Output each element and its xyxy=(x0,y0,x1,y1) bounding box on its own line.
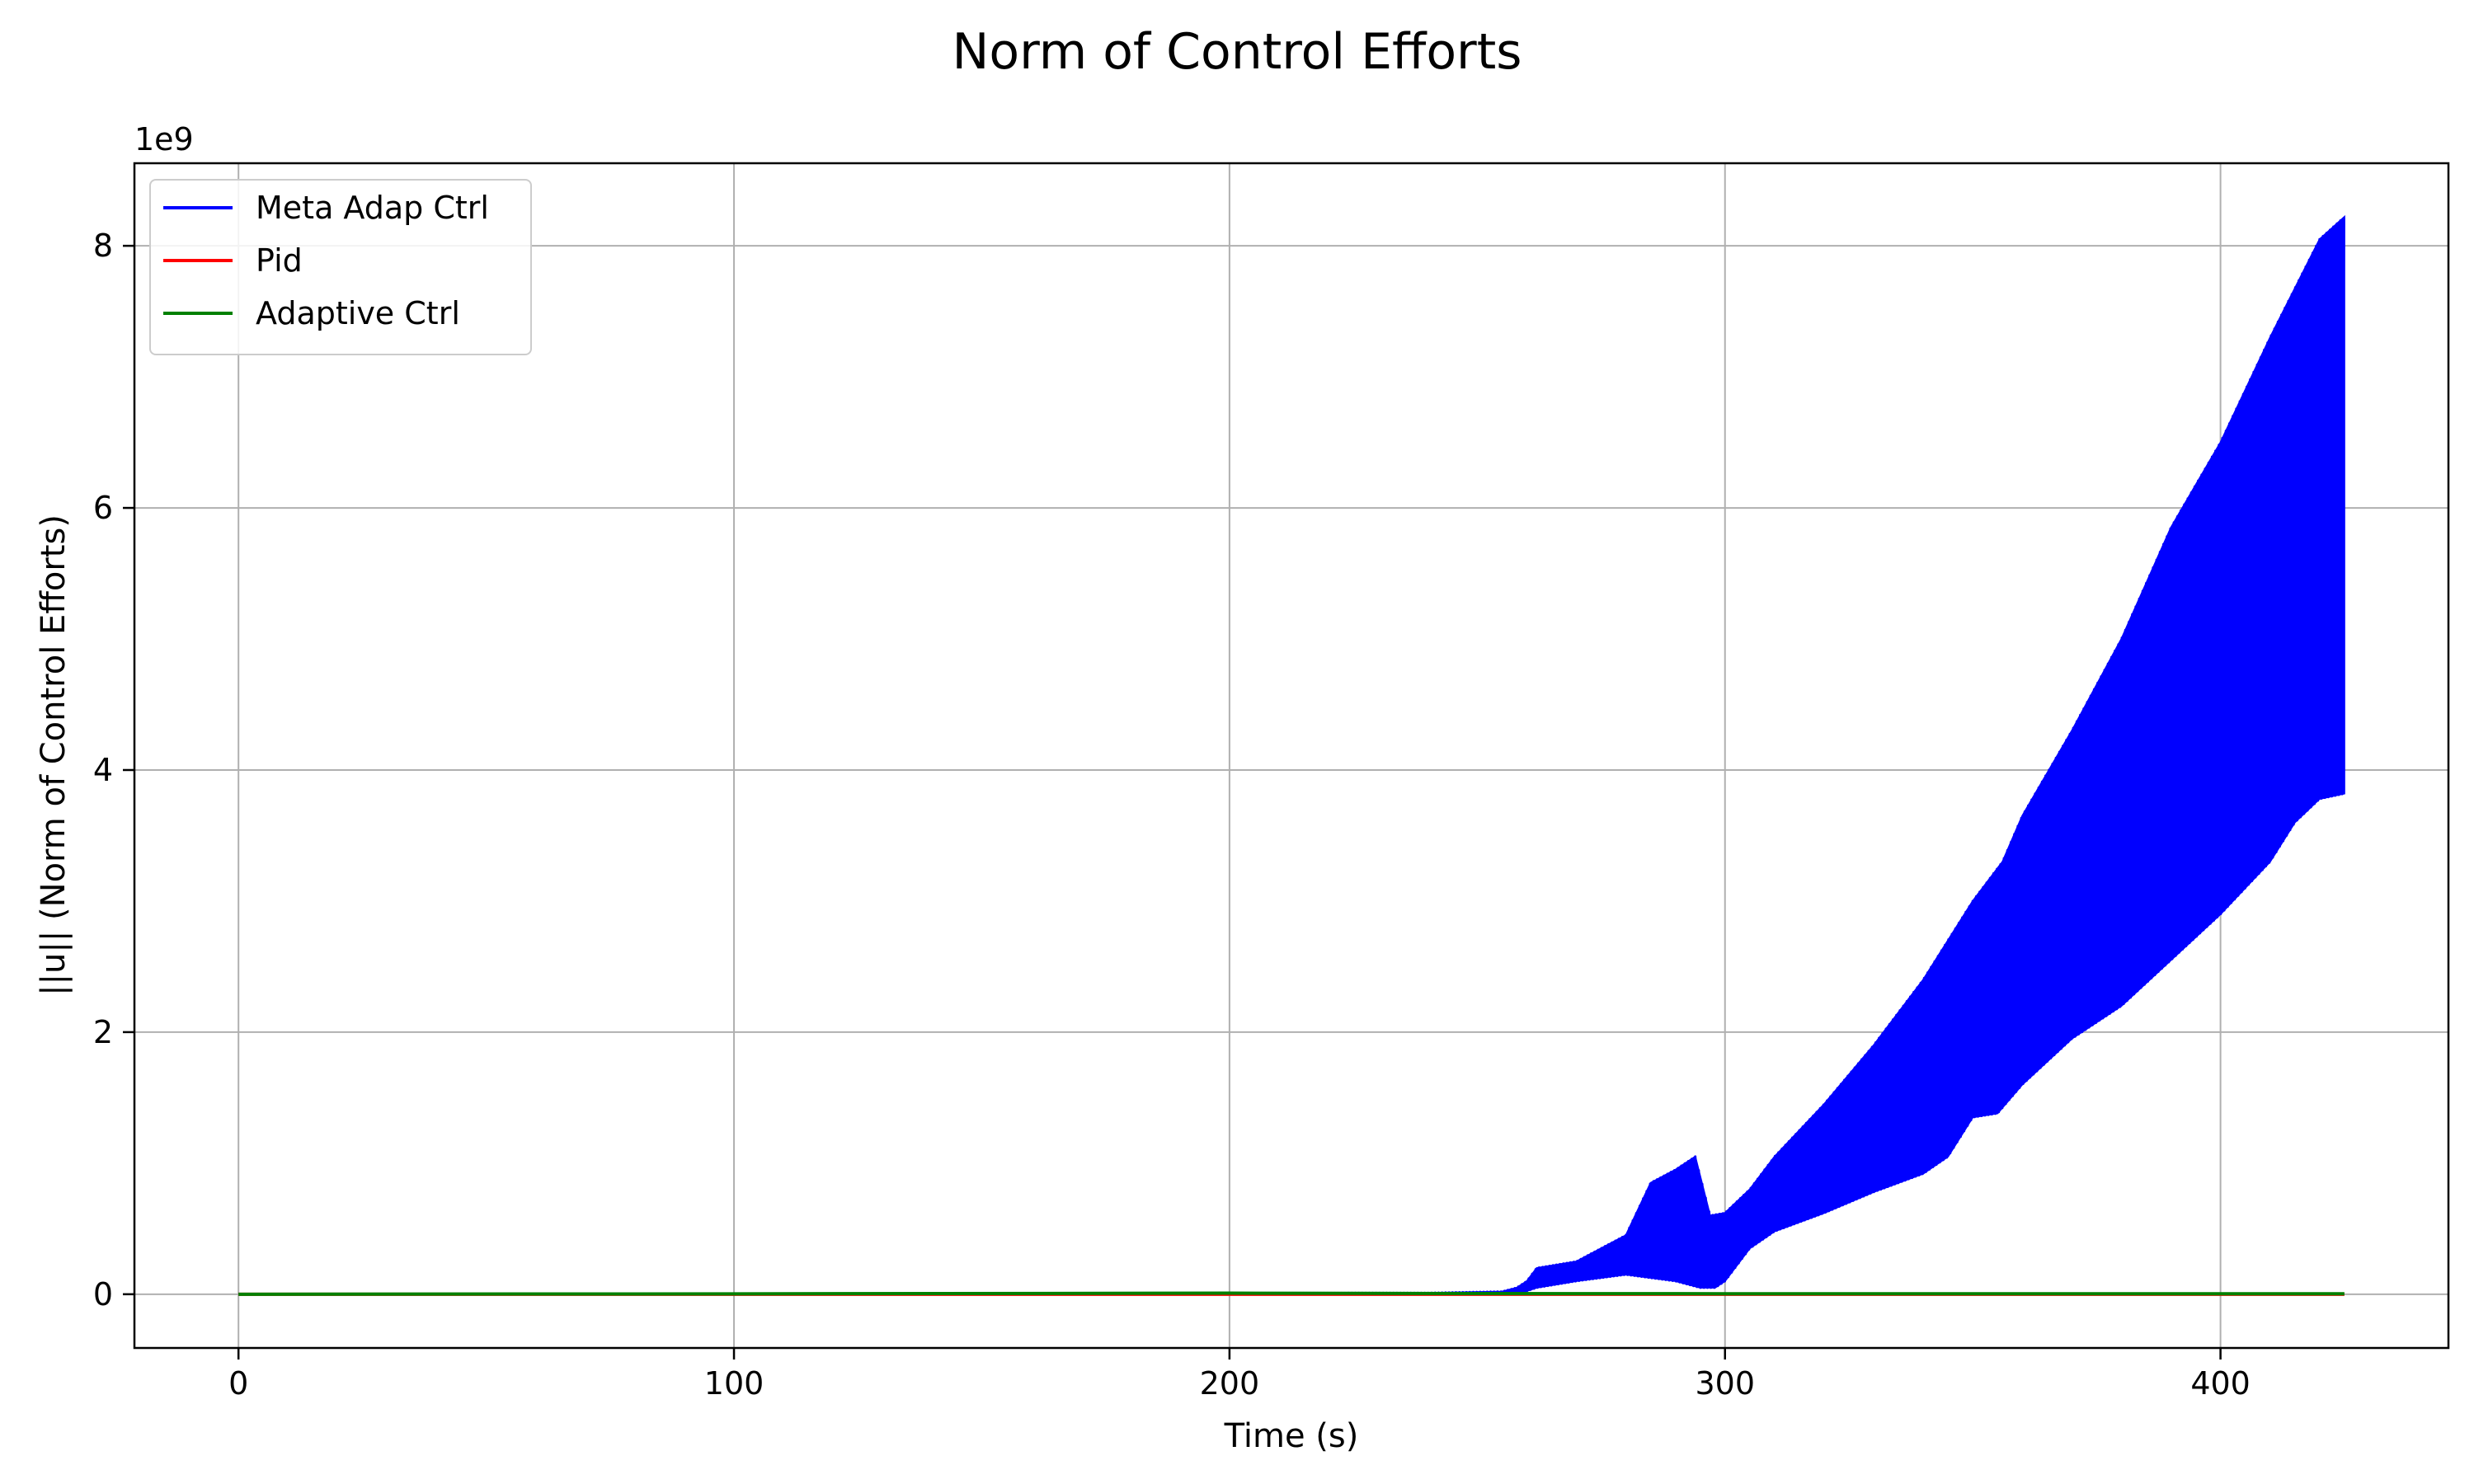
y-tick-label: 2 xyxy=(93,1014,113,1050)
y-tick-label: 0 xyxy=(93,1276,113,1313)
x-tick-label: 0 xyxy=(228,1365,248,1402)
plot-frame xyxy=(133,162,2450,1350)
y-tick-label: 4 xyxy=(93,752,113,788)
series-line-meta-adap-ctrl-envelope xyxy=(238,214,2345,1295)
legend-label-meta-adap-ctrl: Meta Adap Ctrl xyxy=(256,190,489,226)
y-tick-label: 8 xyxy=(93,228,113,264)
legend-label-adaptive-ctrl: Adaptive Ctrl xyxy=(256,295,460,331)
legend-box xyxy=(149,179,532,355)
x-tick-label: 100 xyxy=(704,1365,764,1402)
x-tick-label: 400 xyxy=(2190,1365,2251,1402)
y-tick-label: 6 xyxy=(93,490,113,526)
x-tick-label: 200 xyxy=(1200,1365,1260,1402)
y-offset-label: 1e9 xyxy=(134,121,194,157)
chart-title: Norm of Control Efforts xyxy=(952,23,1522,81)
ticks: 0 100 200 300 400 0 2 4 6 8 xyxy=(93,228,2251,1402)
legend-label-pid: Pid xyxy=(256,242,303,279)
series-layer xyxy=(238,214,2345,1296)
x-axis-label: Time (s) xyxy=(1224,1417,1359,1455)
legend: Meta Adap Ctrl Pid Adaptive Ctrl xyxy=(149,179,532,355)
series-line-meta-adap-ctrl xyxy=(238,217,2345,1296)
x-tick-label: 300 xyxy=(1695,1365,1755,1402)
y-axis-label: ||u|| (Norm of Control Efforts) xyxy=(35,514,73,996)
